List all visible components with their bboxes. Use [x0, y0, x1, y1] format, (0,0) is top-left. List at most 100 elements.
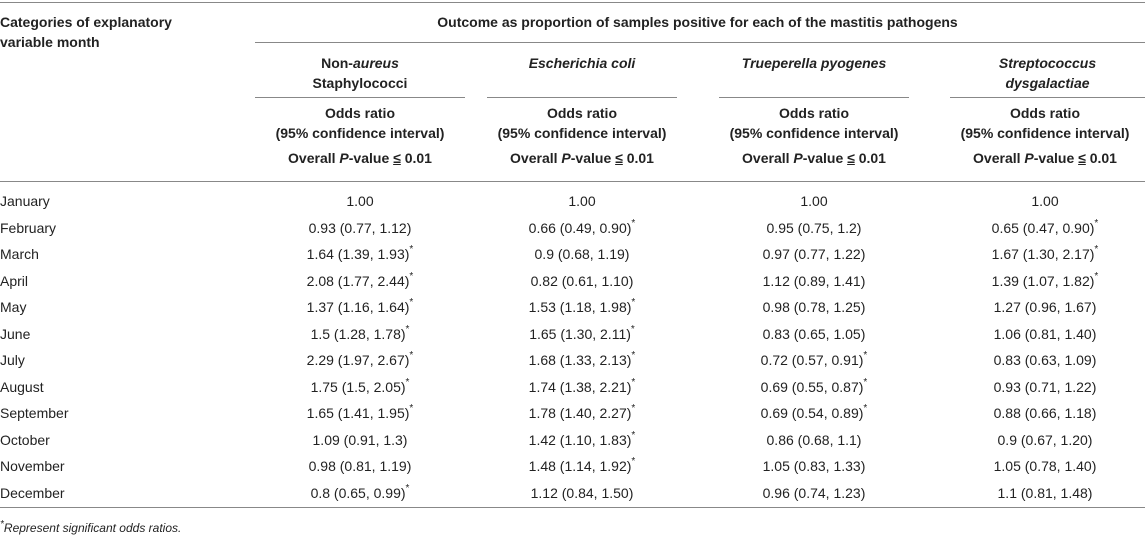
odds-header-2: Odds ratio (95% confidence interval)	[497, 105, 667, 141]
col1-rule	[255, 97, 465, 98]
odds-ratio-cell: 1.05 (0.78, 1.40)	[945, 458, 1145, 474]
odds-ratio-value: 2.29 (1.97, 2.67)	[306, 352, 410, 368]
odds-ratio-cell: 0.83 (0.63, 1.09)	[945, 352, 1145, 368]
significance-star: *	[631, 350, 636, 361]
category-header-line2: variable month	[0, 34, 100, 50]
col2-rule	[487, 97, 677, 98]
odds-ratio-cell: 1.09 (0.91, 1.3)	[250, 432, 470, 448]
odds-ratio-cell: 0.69 (0.55, 0.87)*	[714, 376, 914, 395]
table-row: October 1.09 (0.91, 1.3) 1.42 (1.10, 1.83)…	[0, 429, 1145, 455]
odds-ratio-cell: 1.05 (0.83, 1.33)	[714, 458, 914, 474]
odds-ratio-value: 1.05 (0.78, 1.40)	[993, 458, 1097, 474]
odds-header-4: Odds ratio (95% confidence interval)	[960, 105, 1130, 141]
odds-ratio-value: 1.27 (0.96, 1.67)	[993, 299, 1097, 315]
odds-ratio-cell: 0.66 (0.49, 0.90)*	[482, 217, 682, 236]
col1-pre: Non-	[321, 55, 353, 71]
month-cell: October	[0, 431, 50, 448]
odds-ratio-cell: 1.27 (0.96, 1.67)	[945, 299, 1145, 315]
pvalue-header-3: Overall P-value ≤ 0.01	[742, 150, 886, 166]
significance-star: *	[631, 403, 636, 414]
significance-star: *	[630, 323, 635, 335]
odds-ratio-cell: 1.39 (1.07, 1.82)*	[945, 270, 1145, 289]
odds-ratio-value: 1.5 (1.28, 1.78)	[310, 325, 406, 342]
odds-ratio-value: 2.08 (1.77, 2.44)	[306, 272, 410, 289]
odds-ratio-cell: 0.96 (0.74, 1.23)	[714, 485, 914, 501]
significance-star: *	[631, 456, 636, 467]
table-title: Outcome as proportion of samples positiv…	[437, 14, 958, 30]
odds-ratio-value: 1.00	[1031, 193, 1059, 209]
col3-rule	[719, 97, 909, 98]
month-cell: August	[0, 378, 44, 395]
odds-ratio-cell: 0.95 (0.75, 1.2)	[714, 220, 914, 236]
odds-ratio-value: 0.97 (0.77, 1.22)	[762, 246, 866, 262]
table-row: July 2.29 (1.97, 2.67)* 1.68 (1.33, 2.13)*…	[0, 349, 1145, 375]
column-header-non-aureus: Non-aureus Staphylococci	[255, 53, 465, 93]
odds-ratio-value: 1.68 (1.33, 2.13)	[528, 352, 632, 368]
significance-star: *	[631, 297, 636, 308]
odds-ratio-cell: 0.65 (0.47, 0.90)*	[945, 218, 1145, 236]
significance-star: *	[409, 297, 414, 308]
significance-star: *	[631, 217, 636, 229]
table-row: March 1.64 (1.39, 1.93)* 0.9 (0.68, 1.19) 0…	[0, 243, 1145, 269]
odds-header-1: Odds ratio (95% confidence interval)	[275, 105, 445, 141]
odds-ratio-cell: 1.06 (0.81, 1.40)	[945, 326, 1145, 342]
table-row: August 1.75 (1.5, 2.05)* 1.74 (1.38, 2.21)…	[0, 376, 1145, 402]
significance-star: *	[1094, 270, 1099, 282]
odds-ratio-cell: 0.83 (0.65, 1.05)	[714, 326, 914, 342]
odds-ratio-value: 0.8 (0.65, 0.99)	[310, 484, 406, 501]
odds-ratio-value: 0.96 (0.74, 1.23)	[762, 484, 866, 501]
significance-star: *	[863, 350, 868, 361]
odds-ratio-cell: 1.00	[482, 193, 682, 209]
odds-ratio-cell: 0.9 (0.67, 1.20)	[945, 432, 1145, 448]
column-header-t-pyogenes: Trueperella pyogenes	[719, 53, 909, 73]
significance-star: *	[863, 376, 868, 388]
odds-ratio-value: 1.64 (1.39, 1.93)	[306, 246, 410, 262]
odds-ratio-value: 1.00	[800, 193, 828, 209]
month-cell: December	[0, 484, 65, 501]
odds-ratio-value: 0.83 (0.63, 1.09)	[993, 352, 1097, 368]
table-row: September 1.65 (1.41, 1.95)* 1.78 (1.40, 2…	[0, 402, 1145, 428]
odds-ratio-value: 1.09 (0.91, 1.3)	[312, 431, 408, 448]
significance-star: *	[409, 403, 414, 414]
odds-ratio-value: 1.1 (0.81, 1.48)	[997, 484, 1093, 501]
odds-ratio-value: 1.48 (1.14, 1.92)	[528, 458, 632, 474]
month-cell: April	[0, 272, 29, 289]
odds-ratio-value: 1.00	[346, 193, 374, 209]
significance-star: *	[405, 376, 410, 388]
table-row: January 1.00 1.00 1.00 1.00	[0, 190, 1145, 216]
odds-ratio-value: 1.42 (1.10, 1.83)	[528, 431, 632, 448]
significance-star: *	[409, 350, 414, 361]
significance-star: *	[631, 429, 636, 441]
table-row: February 0.93 (0.77, 1.12) 0.66 (0.49, 0.9…	[0, 217, 1145, 243]
footnote-star: *	[0, 519, 4, 530]
odds-ratio-value: 1.37 (1.16, 1.64)	[306, 299, 410, 315]
odds-ratio-cell: 1.75 (1.5, 2.05)*	[250, 376, 470, 395]
month-cell: January	[0, 193, 50, 209]
significance-star: *	[405, 482, 410, 494]
month-cell: May	[0, 299, 27, 315]
odds-ratio-cell: 0.93 (0.71, 1.22)	[945, 379, 1145, 395]
odds-ratio-value: 1.00	[568, 193, 596, 209]
table-row: December 0.8 (0.65, 0.99)* 1.12 (0.84, 1.5…	[0, 482, 1145, 508]
odds-header-3: Odds ratio (95% confidence interval)	[729, 105, 899, 141]
odds-ratio-cell: 2.29 (1.97, 2.67)*	[250, 350, 470, 368]
table-row: November 0.98 (0.81, 1.19) 1.48 (1.14, 1.9…	[0, 455, 1145, 481]
odds-ratio-cell: 0.98 (0.81, 1.19)	[250, 458, 470, 474]
category-header: Categories of explanatory variable month	[0, 12, 172, 52]
odds-ratio-value: 0.66 (0.49, 0.90)	[528, 219, 632, 236]
odds-ratio-cell: 1.00	[714, 193, 914, 209]
odds-ratio-value: 0.9 (0.68, 1.19)	[534, 246, 630, 262]
odds-ratio-value: 1.78 (1.40, 2.27)	[528, 405, 632, 421]
column-header-s-dysgalactiae: Streptococcus dysgalactiae	[950, 53, 1145, 93]
col1-italic: aureus	[352, 55, 399, 71]
odds-ratio-value: 0.86 (0.68, 1.1)	[766, 431, 862, 448]
odds-ratio-cell: 1.00	[945, 193, 1145, 209]
odds-ratio-value: 1.06 (0.81, 1.40)	[993, 325, 1097, 342]
pvalue-header-2: Overall P-value ≤ 0.01	[510, 150, 654, 166]
pvalue-header-1: Overall P-value ≤ 0.01	[288, 150, 432, 166]
col3-italic: Trueperella pyogenes	[741, 55, 887, 71]
footnote-text: Represent significant odds ratios.	[3, 521, 182, 535]
odds-ratio-value: 1.74 (1.38, 2.21)	[528, 378, 632, 395]
odds-ratio-cell: 1.12 (0.84, 1.50)	[482, 485, 682, 501]
odds-ratio-value: 0.83 (0.65, 1.05)	[762, 325, 866, 342]
